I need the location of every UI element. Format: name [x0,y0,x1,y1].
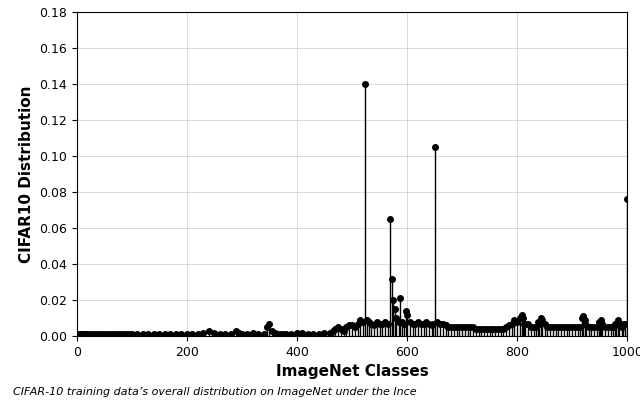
Text: CIFAR-10 training data’s overall distribution on ImageNet under the Ince: CIFAR-10 training data’s overall distrib… [13,387,417,397]
Y-axis label: CIFAR10 Distribution: CIFAR10 Distribution [19,85,33,263]
X-axis label: ImageNet Classes: ImageNet Classes [276,364,428,379]
